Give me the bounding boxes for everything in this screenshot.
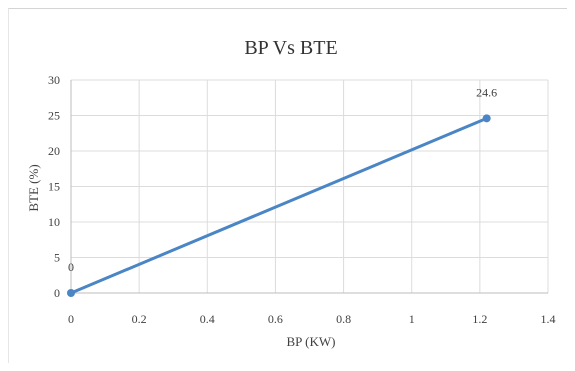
x-axis-label: BP (KW) bbox=[287, 334, 336, 349]
x-tick-label: 1.4 bbox=[541, 312, 556, 326]
y-tick-label: 5 bbox=[54, 251, 60, 265]
x-tick-label: 0.8 bbox=[336, 312, 351, 326]
y-tick-label: 0 bbox=[54, 286, 60, 300]
x-tick-label: 0.2 bbox=[132, 312, 147, 326]
x-tick-label: 0.4 bbox=[200, 312, 215, 326]
x-tick-label: 0.6 bbox=[268, 312, 283, 326]
x-tick-label: 1 bbox=[409, 312, 415, 326]
chart-title: BP Vs BTE bbox=[244, 37, 337, 59]
y-tick-label: 30 bbox=[48, 73, 60, 87]
y-tick-label: 20 bbox=[48, 144, 60, 158]
axes bbox=[70, 80, 548, 294]
data-label: 24.6 bbox=[476, 85, 497, 99]
data-point bbox=[67, 289, 75, 297]
gridlines bbox=[71, 79, 549, 293]
series-layer bbox=[67, 114, 491, 297]
y-tick-label: 10 bbox=[48, 215, 60, 229]
y-tick-label: 15 bbox=[48, 180, 60, 194]
data-labels: 024.6 bbox=[68, 85, 497, 274]
y-tick-label: 25 bbox=[48, 109, 60, 123]
data-point bbox=[482, 114, 491, 123]
chart-frame bbox=[8, 8, 567, 363]
x-tick-label: 0 bbox=[68, 312, 74, 326]
data-label: 0 bbox=[68, 260, 74, 274]
x-tick-label: 1.2 bbox=[472, 312, 487, 326]
series-line bbox=[69, 116, 489, 295]
y-axis-label: BTE (%) bbox=[26, 164, 41, 211]
